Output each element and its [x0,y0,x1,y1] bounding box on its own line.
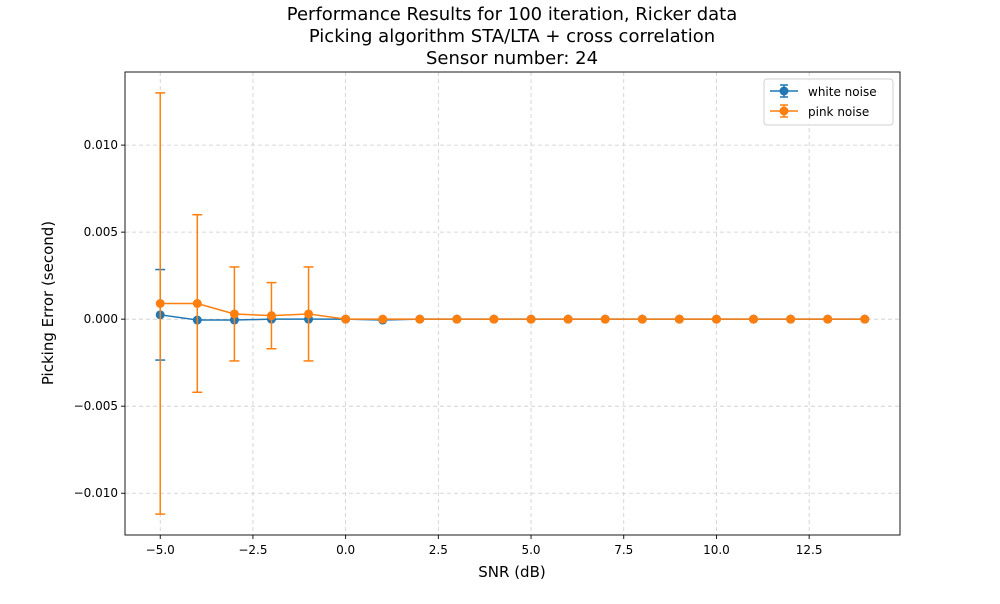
data-point [711,314,721,324]
data-point [526,314,536,324]
data-point [229,309,239,319]
grid [125,72,900,535]
axis-ticks: −5.0 −2.5 0.0 2.5 5.0 7.5 10.0 12.5 −0.010 −0.005… [74,138,823,557]
data-point [860,314,870,324]
data-point [192,299,202,308]
y-axis-label: Picking Error (second) [39,221,57,385]
data-point [304,309,314,319]
x-tick-label: 7.5 [614,543,633,557]
plot-area-frame [124,71,901,536]
x-tick-label: 5.0 [521,543,540,557]
x-tick-label: 2.5 [429,543,448,557]
y-tick-label: 0.000 [84,312,118,326]
data-point [266,311,276,321]
data-point [786,314,796,324]
x-tick-label: 10.0 [703,543,730,557]
chart-title-line-2: Picking algorithm STA/LTA + cross correl… [309,26,715,47]
x-axis-label: SNR (dB) [478,563,545,581]
data-point [563,314,573,324]
data-point [637,314,647,324]
data-point [823,314,833,324]
data-point [600,314,610,324]
y-tick-label: 0.005 [84,225,118,239]
chart-title-line-3: Sensor number: 24 [426,48,598,69]
data-point [489,314,499,324]
data-point [749,314,759,324]
y-tick-label: −0.005 [74,399,118,413]
series-layer [155,92,870,515]
data-point [674,314,684,324]
legend-label-white-noise: white noise [808,85,877,99]
data-point [378,314,388,324]
series-line-pink-noise [160,302,865,320]
x-tick-label: −2.5 [238,543,267,557]
x-tick-label: −5.0 [146,543,175,557]
data-point [452,314,462,324]
y-tick-label: 0.010 [84,138,118,152]
legend-marker-white-noise [770,84,798,98]
chart-title-line-1: Performance Results for 100 iteration, R… [287,4,737,25]
x-tick-label: 12.5 [796,543,823,557]
legend-marker-pink-noise [770,104,798,118]
data-point [415,314,425,324]
x-tick-label: 0.0 [336,543,355,557]
data-point [155,299,165,308]
legend: white noise pink noise [763,78,894,126]
legend-label-pink-noise: pink noise [808,105,869,119]
series-pink-noise [155,92,870,515]
y-tick-label: −0.010 [74,486,118,500]
data-point [341,314,351,324]
